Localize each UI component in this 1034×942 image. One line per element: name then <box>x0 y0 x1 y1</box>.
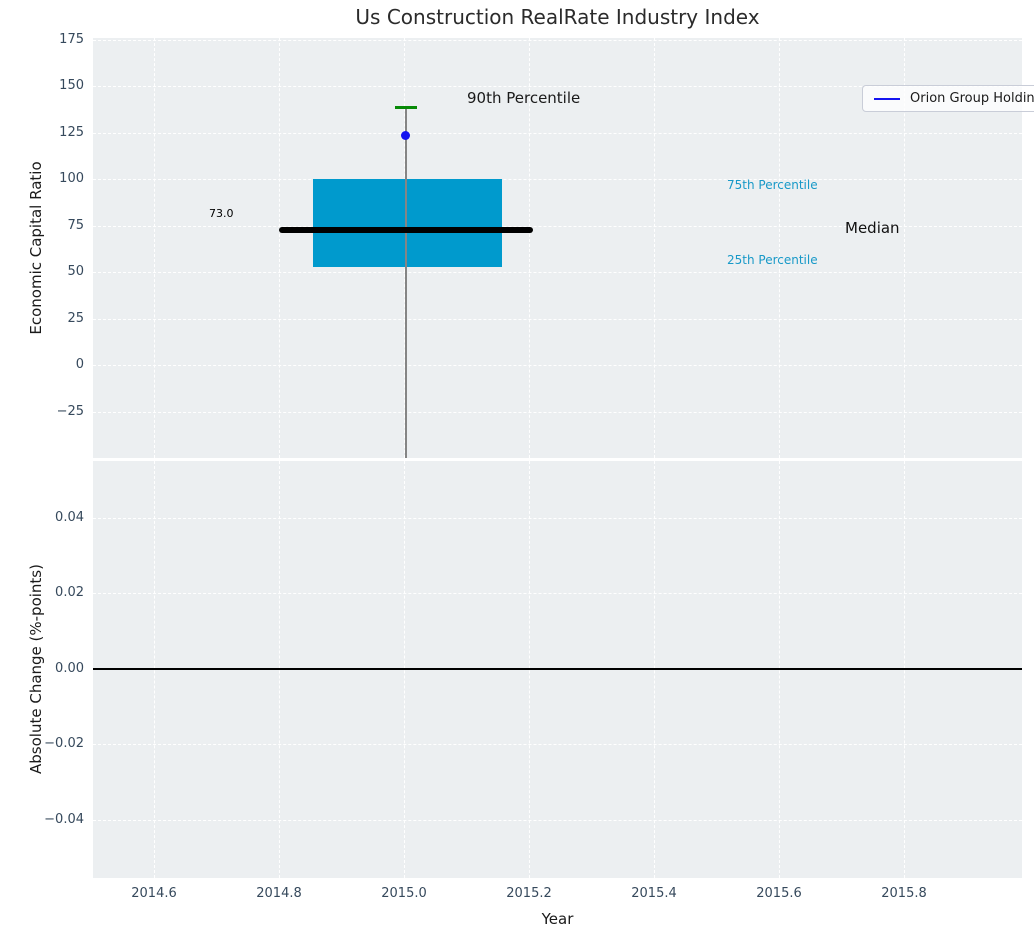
x-tick: 2015.2 <box>506 886 552 901</box>
gridline-v <box>529 38 530 458</box>
gridline-h <box>93 226 1022 227</box>
gridline-h <box>93 593 1022 594</box>
gridline-h <box>93 86 1022 87</box>
top-plot: Orion Group Holdings Inc <box>93 38 1034 458</box>
x-tick: 2015.6 <box>756 886 802 901</box>
gridline-v <box>779 38 780 458</box>
y-tick: 0.00 <box>55 661 84 676</box>
annotation-90th-percentile: 90th Percentile <box>467 89 581 107</box>
gridline-v <box>904 38 905 458</box>
boxplot-whisker <box>405 108 407 458</box>
y-tick: 0.02 <box>55 585 84 600</box>
y-tick: −0.02 <box>44 736 84 751</box>
y-tick: −25 <box>56 404 84 419</box>
gridline-v <box>154 38 155 458</box>
boxplot-box <box>313 179 502 267</box>
gridline-h <box>93 179 1022 180</box>
annotation-median-value: 73.0 <box>209 207 234 220</box>
gridline-h <box>93 365 1022 366</box>
legend: Orion Group Holdings Inc <box>862 85 1034 112</box>
y-tick: 175 <box>59 32 84 47</box>
x-tick: 2015.4 <box>631 886 677 901</box>
gridline-h <box>93 412 1022 413</box>
y-tick: 150 <box>59 78 84 93</box>
annotation-25th-percentile: 25th Percentile <box>727 253 818 267</box>
gridline-h <box>93 133 1022 134</box>
bottom-plot <box>93 461 1022 878</box>
bottom-y-axis-label: Absolute Change (%-points) <box>27 564 45 774</box>
gridline-v <box>654 38 655 458</box>
legend-label: Orion Group Holdings Inc <box>910 91 1034 106</box>
x-axis-label: Year <box>541 910 574 928</box>
gridline-h <box>93 272 1022 273</box>
x-tick: 2015.0 <box>381 886 427 901</box>
y-tick: −0.04 <box>44 812 84 827</box>
x-tick: 2014.6 <box>131 886 177 901</box>
y-tick: 100 <box>59 171 84 186</box>
gridline-h <box>93 744 1022 745</box>
x-tick: 2014.8 <box>256 886 302 901</box>
company-data-point <box>401 131 410 140</box>
zero-reference-line <box>93 668 1022 670</box>
gridline-h <box>93 820 1022 821</box>
gridline-h <box>93 518 1022 519</box>
annotation-median: Median <box>845 219 900 237</box>
boxplot-90th-cap <box>395 106 417 109</box>
chart-title: Us Construction RealRate Industry Index <box>355 5 760 29</box>
top-y-axis-label: Economic Capital Ratio <box>27 161 45 335</box>
gridline-v <box>279 38 280 458</box>
gridline-h <box>93 319 1022 320</box>
legend-line-icon <box>874 97 900 100</box>
y-tick: 50 <box>67 264 84 279</box>
y-tick: 0 <box>75 357 84 372</box>
y-tick: 125 <box>59 125 84 140</box>
gridline-h <box>93 40 1022 41</box>
y-tick: 0.04 <box>55 510 84 525</box>
y-tick: 75 <box>67 218 84 233</box>
y-tick: 25 <box>67 311 84 326</box>
boxplot-median-line <box>279 227 533 233</box>
annotation-75th-percentile: 75th Percentile <box>727 178 818 192</box>
x-tick: 2015.8 <box>881 886 927 901</box>
